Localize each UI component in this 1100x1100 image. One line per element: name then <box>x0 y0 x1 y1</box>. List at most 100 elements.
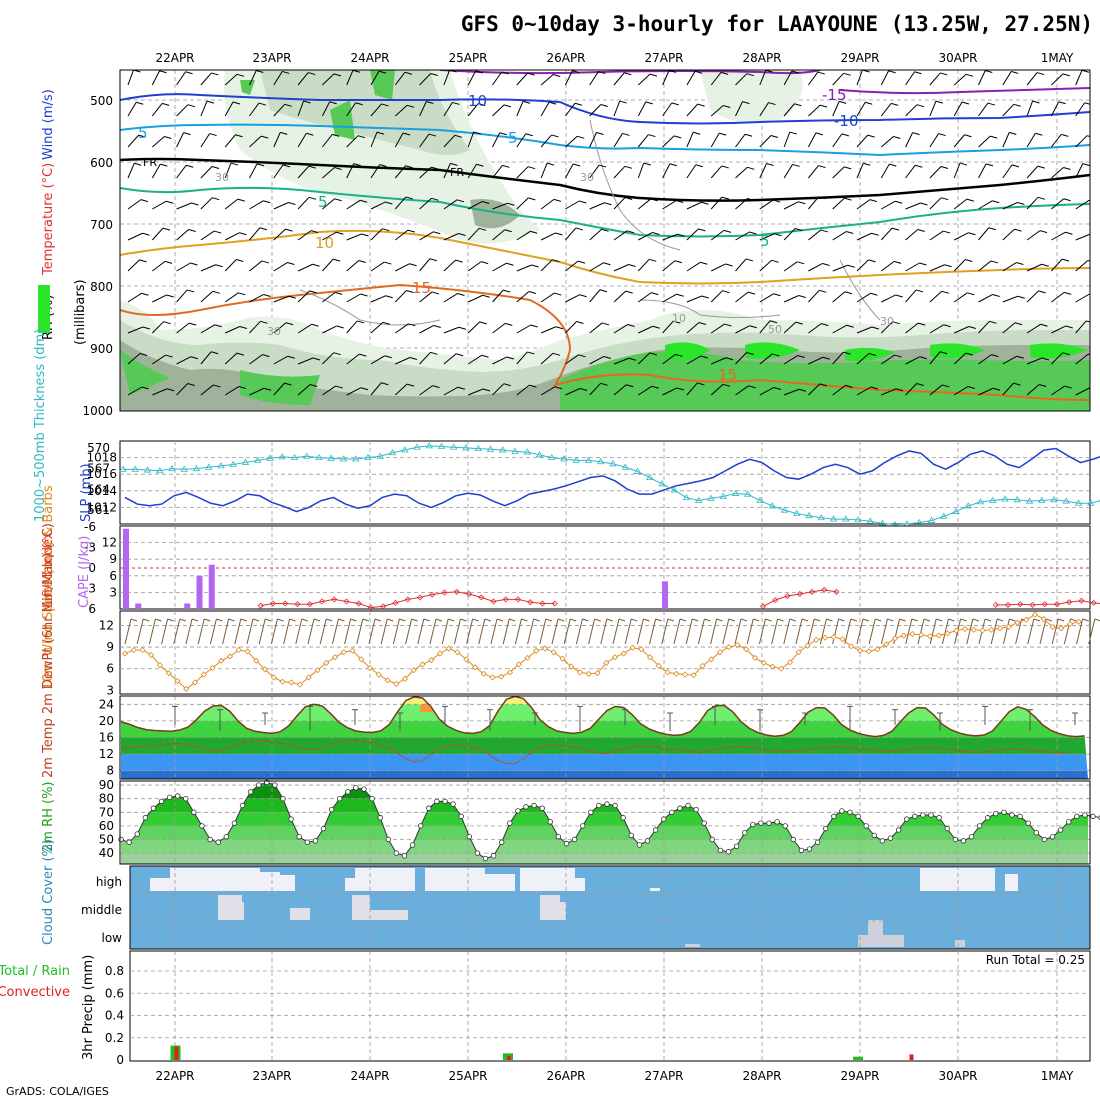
wind-barb-flag <box>1065 325 1073 329</box>
tick-label: 500 <box>90 94 113 108</box>
data-point <box>377 815 383 821</box>
wind-barb <box>249 135 262 148</box>
wind-barb <box>978 70 986 86</box>
wind-barb-flag <box>1041 357 1050 361</box>
data-point <box>380 603 387 610</box>
wind-barb <box>492 383 505 396</box>
wind-barb-flag <box>844 197 852 201</box>
wind-barb-flag <box>676 293 684 297</box>
li-line <box>762 589 837 607</box>
wind-barb-flag <box>457 386 466 390</box>
wind-barb <box>735 258 747 272</box>
wind-barb <box>1002 295 1018 303</box>
wind-barb <box>297 290 310 303</box>
data-point <box>514 596 522 603</box>
wind-barb-flag <box>1009 618 1016 622</box>
wind-barb-flag <box>919 356 927 360</box>
wind-barb <box>1051 325 1066 334</box>
data-point <box>944 825 950 832</box>
data-point <box>486 445 495 452</box>
wind-barb <box>686 295 702 303</box>
data-point <box>774 819 780 825</box>
cape-bar <box>662 581 668 609</box>
wind-barb <box>273 355 289 365</box>
wind-barb-flag <box>353 163 361 167</box>
wind-barb <box>978 200 993 210</box>
data-point <box>498 673 505 680</box>
wind-barb-flag <box>1016 262 1024 266</box>
wind-barb <box>783 201 799 210</box>
wind-barb <box>735 325 750 334</box>
data-point <box>823 825 829 832</box>
data-point <box>831 813 837 820</box>
wind-barb-flag <box>870 292 878 296</box>
wind-barb <box>492 71 503 86</box>
data-point <box>318 598 326 605</box>
wind-barb-flag <box>968 232 976 236</box>
wind-barb-flag <box>676 387 685 391</box>
wind-barb-flag <box>332 133 340 137</box>
wind-barb-flag <box>839 100 847 104</box>
data-point <box>808 588 816 595</box>
wind-barb <box>978 102 989 117</box>
data-point <box>156 466 164 474</box>
wind-barb-flag <box>209 133 217 137</box>
wind-barb <box>881 294 896 303</box>
wind-barb <box>249 102 260 117</box>
precip-grid <box>130 951 1090 1061</box>
wind-barb <box>1026 100 1034 117</box>
data-point <box>413 443 421 450</box>
wind-barb-flag <box>728 618 735 622</box>
wind-barb-flag <box>287 355 295 359</box>
wind-barb-flag <box>546 162 555 166</box>
wind-barb <box>686 261 701 272</box>
data-point <box>790 836 796 843</box>
wind-barb <box>249 200 264 210</box>
wind-barb <box>346 353 360 365</box>
wind-barb <box>127 70 134 86</box>
data-point <box>217 462 225 469</box>
data-point <box>1005 623 1012 630</box>
wind-barb-flag <box>408 323 416 327</box>
wind-barb-flag <box>1086 135 1090 138</box>
data-point <box>215 839 221 845</box>
wind-barb-flag <box>960 618 967 622</box>
wind-barb-flag <box>237 198 245 202</box>
wind-barb <box>200 351 212 365</box>
wind-barb <box>151 163 161 179</box>
data-point <box>355 600 362 607</box>
precip-panel: Run Total = 0.25 <box>129 950 1091 1062</box>
data-point <box>759 603 767 610</box>
wind-barb-flag <box>798 388 807 392</box>
wind-barb <box>735 101 743 117</box>
wind-barb <box>978 163 987 179</box>
wind-barb <box>710 383 724 396</box>
wind-barb-flag <box>701 295 709 299</box>
wind-barb <box>638 232 653 241</box>
wind-barb <box>686 355 702 365</box>
wind-barb-flag <box>429 258 438 262</box>
wind-barb <box>370 261 385 272</box>
wind-barb <box>613 324 628 334</box>
wind-barb-flag <box>289 618 296 622</box>
data-point <box>960 838 967 844</box>
data-point <box>952 507 960 514</box>
tick-label: 9 <box>106 640 114 654</box>
wind-barb <box>1075 293 1090 303</box>
data-point <box>327 454 335 461</box>
data-point <box>384 677 391 684</box>
cape-bar <box>123 528 129 609</box>
wind-barb <box>868 618 876 645</box>
cape-series <box>123 528 1100 611</box>
wind-barb <box>346 233 362 241</box>
wind-barb-flag <box>723 229 732 233</box>
wind-barb-flag <box>700 261 708 265</box>
wind-barb-flag <box>895 200 903 204</box>
wind-barb <box>856 102 866 117</box>
wind-barb <box>1075 387 1090 396</box>
tick-label: 900 <box>90 342 113 356</box>
wind-barb-flag <box>505 322 513 326</box>
data-point <box>891 635 899 642</box>
wind-barb <box>978 135 991 148</box>
data-point <box>1087 499 1095 506</box>
